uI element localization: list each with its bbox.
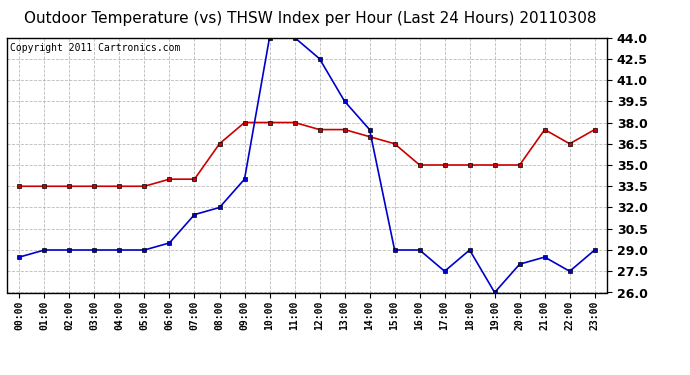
Text: Outdoor Temperature (vs) THSW Index per Hour (Last 24 Hours) 20110308: Outdoor Temperature (vs) THSW Index per … [24, 11, 597, 26]
Text: Copyright 2011 Cartronics.com: Copyright 2011 Cartronics.com [10, 43, 180, 52]
